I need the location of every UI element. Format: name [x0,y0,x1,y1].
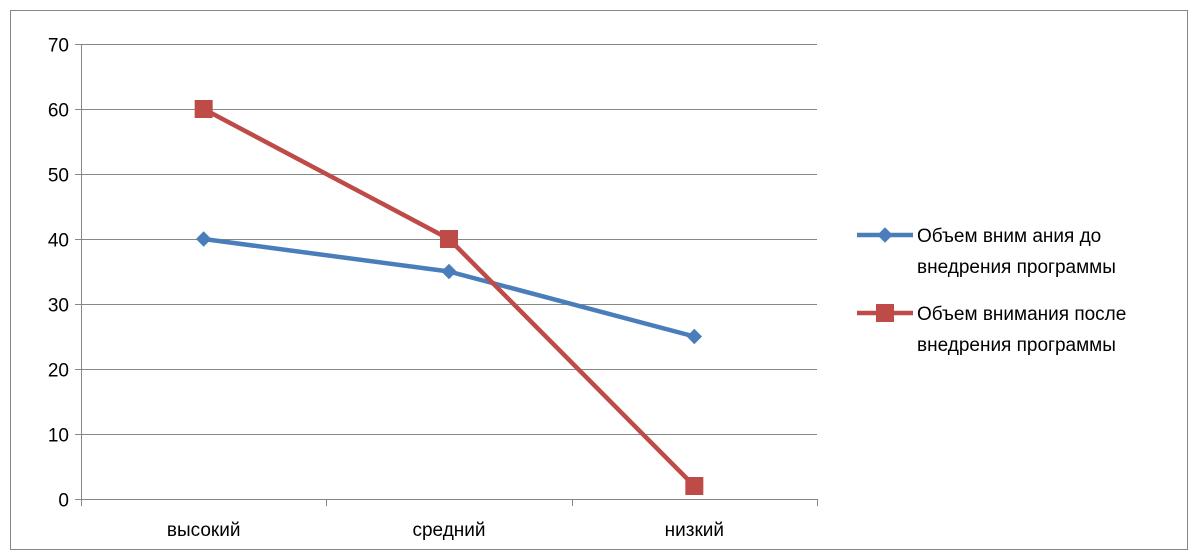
line-chart: 0 10 20 30 40 50 60 70 высокий средний низкий Объ… [48,36,1126,542]
y-tick-label: 40 [48,231,69,252]
legend-marker-2 [876,304,894,322]
chart-area: 0 10 20 30 40 50 60 70 высокий средний низкий Объ… [10,10,1188,550]
y-tick-label: 70 [48,36,69,57]
x-tick-label-высокий: высокий [167,520,241,541]
y-tick-label: 0 [58,491,69,512]
y-tick-label: 60 [48,101,69,122]
data-point-series-1-средний [441,263,457,280]
y-axis-tick-labels: 0 10 20 30 40 50 60 70 [48,36,69,512]
legend-label-line: внедрения программы [917,335,1116,356]
series-2 [194,100,704,495]
data-point-series-2-высокий [194,100,213,118]
legend-item-1: Объем вним ания до внедрения программы [857,226,1116,278]
legend-marker-1 [877,227,893,243]
y-tick-label: 10 [48,426,69,447]
y-tick-label: 30 [48,296,69,317]
x-tick-label-средний: средний [412,520,485,541]
data-point-series-1-высокий [195,231,212,247]
legend-label-1: Объем вним ания до внедрения программы [917,226,1116,278]
y-tick-label: 50 [48,166,69,187]
legend-label-line: Объем вним ания до [917,226,1101,247]
series-line-2 [201,106,697,489]
y-tick-label: 20 [48,361,69,382]
data-point-series-2-низкий [685,477,704,495]
legend: Объем вним ания до внедрения программыОбъ… [857,226,1126,356]
legend-label-line: внедрения программы [917,257,1116,278]
x-tick-label-низкий: низкий [665,520,724,541]
legend-label-2: Объем внимания после внедрения программы [917,304,1126,356]
data-point-series-1-низкий [686,328,703,345]
axes [75,44,818,506]
series-1 [195,231,703,345]
series-line-1 [201,236,697,339]
data-point-series-2-средний [440,230,458,248]
x-axis-tick-labels: высокий средний низкий [167,520,724,541]
series [194,100,704,495]
legend-item-2: Объем внимания после внедрения программы [857,304,1126,356]
legend-label-line: Объем внимания после [917,304,1126,325]
